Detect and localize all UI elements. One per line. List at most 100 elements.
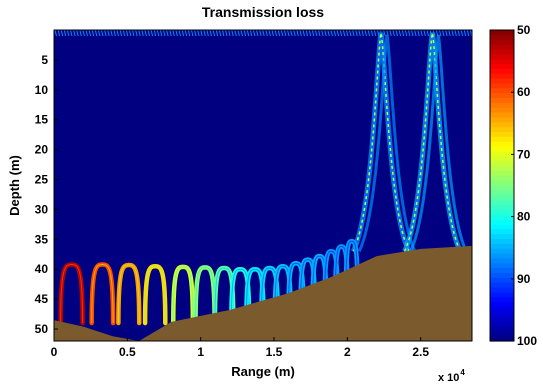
y-tick-label: 45 [35, 292, 49, 306]
cz-beam-secondary [409, 34, 468, 252]
colorbar-segment [490, 200, 514, 206]
surface-ripple [97, 30, 101, 37]
surface-ripple [339, 30, 343, 37]
colorbar-segment [490, 136, 514, 143]
surface-ripple [451, 30, 454, 37]
colorbar-segment [490, 180, 514, 187]
surface-ripple [395, 30, 398, 37]
colorbar-segment [490, 258, 514, 264]
colorbar-segment [490, 34, 514, 41]
cz-beam [402, 32, 463, 253]
surface-ripple [159, 30, 163, 37]
surface-ripple [438, 30, 442, 37]
colorbar-segment [490, 146, 514, 153]
surface-ripple [135, 30, 138, 37]
colorbar-segment [490, 292, 514, 298]
surface-ripple [225, 30, 228, 37]
surface-ripple [296, 30, 299, 37]
surface-ripple [345, 30, 349, 37]
surface-ripple [132, 30, 135, 37]
surface-ripple [311, 30, 315, 37]
surface-ripple [212, 30, 216, 37]
y-axis-label: Depth (m) [7, 155, 22, 216]
surface-ripple [119, 30, 123, 37]
arch-loop-inner [144, 265, 166, 324]
y-tick-label: 50 [35, 322, 49, 336]
colorbar-segment [490, 321, 514, 328]
surface-ripple [197, 30, 200, 37]
x-multiplier-exponent: 4 [460, 368, 465, 377]
surface-ripple [349, 30, 352, 37]
surface-ripple [463, 30, 467, 37]
colorbar-segment [490, 229, 514, 235]
surface-ripple [342, 30, 346, 37]
surface-ripple [445, 30, 448, 37]
surface-ripple [54, 30, 57, 37]
colorbar-segment [490, 190, 514, 196]
x-tick-label: 0 [51, 345, 58, 359]
surface-ripple [355, 30, 358, 37]
surface-ripple [290, 30, 293, 37]
surface-ripple [466, 30, 470, 37]
surface-ripple [187, 30, 191, 37]
chart-title: Transmission loss [202, 4, 324, 20]
surface-ripple [94, 30, 98, 37]
convergence-zone-1 [350, 32, 417, 253]
plot-area [54, 30, 472, 341]
colorbar-segment [490, 253, 514, 259]
surface-ripple [153, 30, 157, 37]
surface-ripple [252, 30, 256, 37]
surface-ripple [128, 30, 132, 37]
colorbar-segment [490, 132, 514, 138]
colorbar-segment [490, 195, 514, 201]
y-tick-label: 10 [35, 83, 49, 97]
y-tick-label: 40 [35, 262, 49, 276]
surface-ripple [60, 30, 64, 37]
surface-ripple [181, 30, 185, 37]
surface-ripple [172, 30, 175, 37]
colorbar-segment [490, 39, 514, 46]
surface-ripple [150, 30, 154, 37]
surface-ripple [460, 30, 464, 37]
colorbar-segment [490, 64, 514, 70]
surface-ripple [88, 30, 92, 37]
surface-ripple [271, 30, 274, 37]
colorbar-segment [490, 268, 514, 274]
surface-ripple [265, 30, 268, 37]
surface-ripple [327, 30, 330, 37]
surface-ripple [221, 30, 225, 37]
surface-ripple [283, 30, 287, 37]
colorbar-segment [490, 59, 514, 65]
colorbar-segment [490, 98, 514, 104]
surface-ripple [457, 30, 460, 37]
surface-ripple [259, 30, 262, 37]
surface-ripple [302, 30, 305, 37]
surface-ripple [101, 30, 104, 37]
surface-ripple [407, 30, 411, 37]
surface-ripple [218, 30, 222, 37]
surface-ripple [389, 30, 392, 37]
colorbar-tick-label: 90 [517, 272, 531, 286]
cz-beam [350, 32, 412, 253]
surface-ripple [166, 30, 169, 37]
colorbar-segment [490, 117, 514, 123]
colorbar-tick-label: 50 [517, 23, 531, 37]
surface-ripple [321, 30, 324, 37]
y-tick-label: 15 [35, 113, 49, 127]
colorbar-segment [490, 326, 514, 332]
surface-ripple [274, 30, 278, 37]
surface-ripple [358, 30, 361, 37]
colorbar-segment [490, 219, 514, 225]
surface-ripple [417, 30, 420, 37]
y-tick-label: 25 [35, 173, 49, 187]
colorbar-segment [490, 311, 514, 318]
surface-ripple [373, 30, 377, 37]
x-tick-label: 0.5 [119, 345, 136, 359]
surface-ripple [336, 30, 340, 37]
surface-ripple [147, 30, 150, 37]
surface-ripple [122, 30, 126, 37]
colorbar-segment [490, 316, 514, 323]
colorbar-segment [490, 248, 514, 255]
surface-ripple [398, 30, 402, 37]
